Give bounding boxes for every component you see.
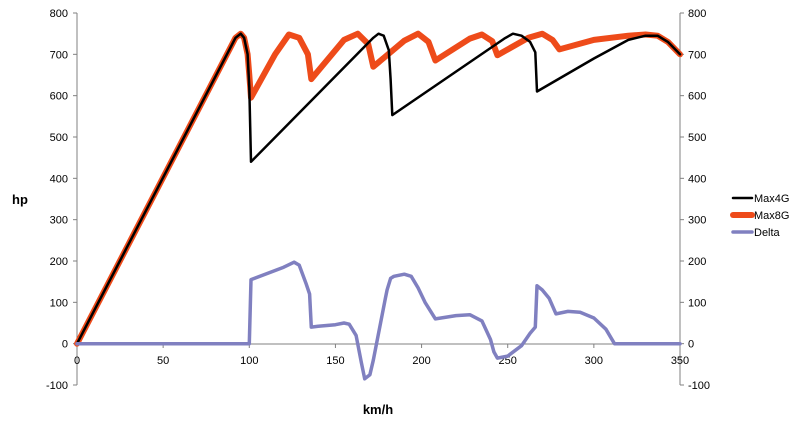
x-tick-label: 350 — [671, 355, 689, 367]
x-tick-label: 300 — [585, 355, 603, 367]
series-line-delta — [75, 260, 682, 381]
left-y-tick-label: 300 — [50, 215, 68, 227]
right-y-tick-label: 600 — [688, 91, 706, 103]
legend-label-max8g: Max8G — [754, 210, 789, 222]
right-y-tick-label: 500 — [688, 132, 706, 144]
ticks-layer: 0 50 100 150 200 250 300 350-100010020030040050… — [46, 8, 710, 392]
left-y-tick-label: 0 — [62, 339, 68, 351]
right-y-tick-label: 400 — [688, 173, 706, 185]
x-tick-label: 200 — [412, 355, 430, 367]
x-tick-label: 100 — [240, 355, 258, 367]
left-y-tick-label: 700 — [50, 49, 68, 61]
right-y-tick-label: 700 — [688, 49, 706, 61]
left-y-tick-label: 100 — [50, 297, 68, 309]
right-y-tick-label: -100 — [688, 380, 710, 392]
legend: Max4G Max8G Delta — [730, 193, 789, 239]
legend-label-max4g: Max4G — [754, 193, 789, 205]
plot-area — [77, 13, 680, 385]
right-y-tick-label: 0 — [688, 339, 694, 351]
x-axis-title: km/h — [363, 402, 393, 417]
left-y-tick-label: -100 — [46, 380, 68, 392]
left-y-tick-label: 500 — [50, 132, 68, 144]
y-axis-title: hp — [12, 192, 28, 207]
legend-label-delta: Delta — [754, 227, 781, 239]
left-y-tick-label: 800 — [50, 8, 68, 20]
series-line-max4g — [75, 32, 682, 345]
x-tick-label: 50 — [157, 355, 169, 367]
left-y-tick-label: 200 — [50, 256, 68, 268]
right-y-tick-label: 100 — [688, 297, 706, 309]
right-y-tick-label: 800 — [688, 8, 706, 20]
left-y-tick-label: 600 — [50, 91, 68, 103]
right-y-tick-label: 200 — [688, 256, 706, 268]
right-y-tick-label: 300 — [688, 215, 706, 227]
x-tick-label: 0 — [74, 355, 80, 367]
x-tick-label: 150 — [326, 355, 344, 367]
left-y-tick-label: 400 — [50, 173, 68, 185]
series-layer — [74, 30, 683, 381]
